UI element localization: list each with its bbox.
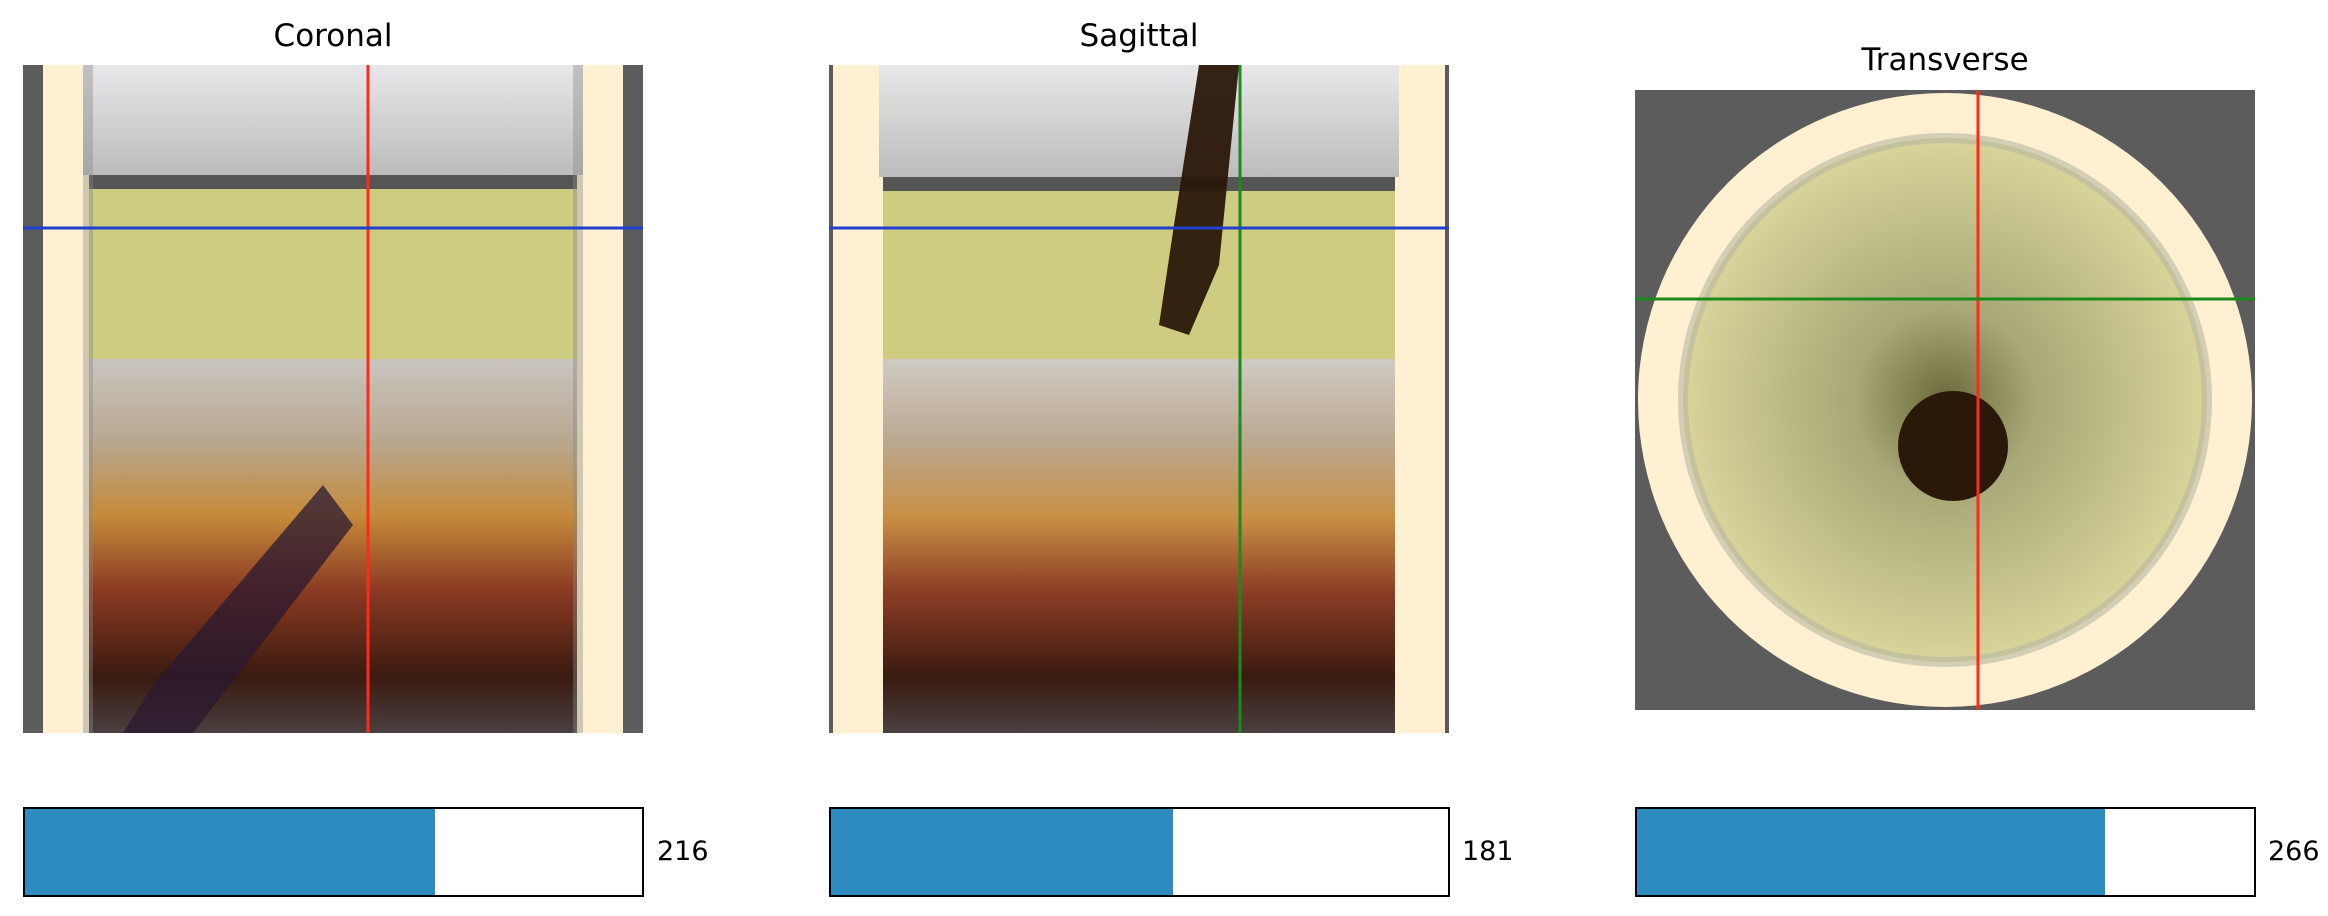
- sagittal-slider[interactable]: [829, 807, 1450, 897]
- sagittal-view[interactable]: [829, 65, 1449, 733]
- sagittal-slider-value: 181: [1462, 836, 1514, 867]
- coronal-slider-fill[interactable]: [25, 809, 436, 895]
- transverse-view[interactable]: [1635, 90, 2255, 710]
- coronal-title: Coronal: [273, 18, 393, 54]
- sagittal-title: Sagittal: [1079, 18, 1199, 54]
- transverse-slider-fill[interactable]: [1637, 809, 2105, 895]
- transverse-slider[interactable]: [1635, 807, 2256, 897]
- transverse-slider-value: 266: [2268, 836, 2320, 867]
- coronal-slider-value: 216: [657, 836, 709, 867]
- sagittal-slider-fill[interactable]: [831, 809, 1174, 895]
- transverse-title: Transverse: [1861, 42, 2029, 78]
- coronal-slider[interactable]: [23, 807, 644, 897]
- coronal-view[interactable]: [23, 65, 643, 733]
- transverse-dark-core: [1898, 391, 2008, 501]
